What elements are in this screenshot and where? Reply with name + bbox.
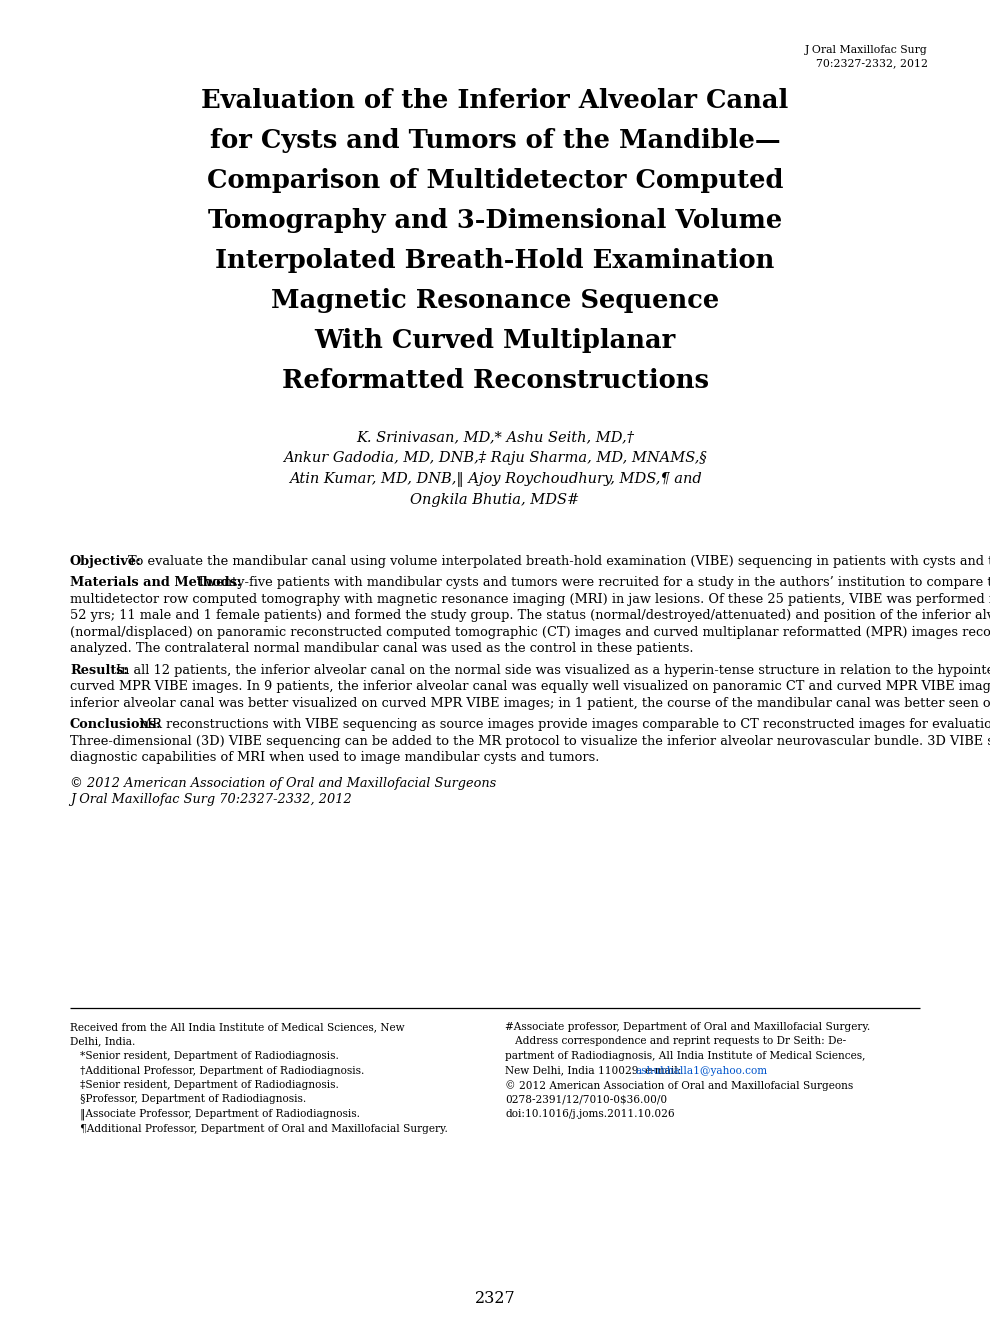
Text: Objective:: Objective: — [70, 554, 142, 568]
Text: #Associate professor, Department of Oral and Maxillofacial Surgery.: #Associate professor, Department of Oral… — [505, 1022, 870, 1032]
Text: J Oral Maxillofac Surg: J Oral Maxillofac Surg — [805, 45, 928, 55]
Text: Magnetic Resonance Sequence: Magnetic Resonance Sequence — [271, 288, 719, 313]
Text: 0278-2391/12/7010-0$36.00/0: 0278-2391/12/7010-0$36.00/0 — [505, 1094, 667, 1105]
Text: for Cysts and Tumors of the Mandible—: for Cysts and Tumors of the Mandible— — [210, 128, 780, 153]
Text: Ankur Gadodia, MD, DNB,‡ Raju Sharma, MD, MNAMS,§: Ankur Gadodia, MD, DNB,‡ Raju Sharma, MD… — [283, 451, 707, 465]
Text: Ongkila Bhutia, MDS#: Ongkila Bhutia, MDS# — [411, 492, 579, 507]
Text: Delhi, India.: Delhi, India. — [70, 1036, 136, 1047]
Text: To evaluate the mandibular canal using volume interpolated breath-hold examinati: To evaluate the mandibular canal using v… — [128, 554, 990, 568]
Text: K. Srinivasan, MD,* Ashu Seith, MD,†: K. Srinivasan, MD,* Ashu Seith, MD,† — [356, 430, 634, 444]
Text: inferior alveolar canal was better visualized on curved MPR VIBE images; in 1 pa: inferior alveolar canal was better visua… — [70, 697, 990, 710]
Text: © 2012 American Association of Oral and Maxillofacial Surgeons: © 2012 American Association of Oral and … — [505, 1080, 853, 1090]
Text: Reformatted Reconstructions: Reformatted Reconstructions — [281, 368, 709, 393]
Text: (normal/displaced) on panoramic reconstructed computed tomographic (CT) images a: (normal/displaced) on panoramic reconstr… — [70, 626, 990, 639]
Text: Comparison of Multidetector Computed: Comparison of Multidetector Computed — [207, 168, 783, 193]
Text: ‖Associate Professor, Department of Radiodiagnosis.: ‖Associate Professor, Department of Radi… — [70, 1109, 360, 1121]
Text: Tomography and 3-Dimensional Volume: Tomography and 3-Dimensional Volume — [208, 209, 782, 234]
Text: J Oral Maxillofac Surg 70:2327-2332, 2012: J Oral Maxillofac Surg 70:2327-2332, 201… — [70, 793, 351, 807]
Text: curved MPR VIBE images. In 9 patients, the inferior alveolar canal was equally w: curved MPR VIBE images. In 9 patients, t… — [70, 680, 990, 693]
Text: ashubhalla1@yahoo.com: ashubhalla1@yahoo.com — [636, 1065, 767, 1076]
Text: © 2012 American Association of Oral and Maxillofacial Surgeons: © 2012 American Association of Oral and … — [70, 776, 496, 789]
Text: 2327: 2327 — [474, 1290, 516, 1307]
Text: multidetector row computed tomography with magnetic resonance imaging (MRI) in j: multidetector row computed tomography wi… — [70, 593, 990, 606]
Text: Results:: Results: — [70, 664, 128, 677]
Text: Materials and Methods:: Materials and Methods: — [70, 577, 242, 590]
Text: diagnostic capabilities of MRI when used to image mandibular cysts and tumors.: diagnostic capabilities of MRI when used… — [70, 751, 599, 764]
Text: Conclusions:: Conclusions: — [70, 718, 161, 731]
Text: †Additional Professor, Department of Radiodiagnosis.: †Additional Professor, Department of Rad… — [70, 1065, 364, 1076]
Text: partment of Radiodiagnosis, All India Institute of Medical Sciences,: partment of Radiodiagnosis, All India In… — [505, 1051, 865, 1061]
Text: ‡Senior resident, Department of Radiodiagnosis.: ‡Senior resident, Department of Radiodia… — [70, 1080, 339, 1090]
Text: In all 12 patients, the inferior alveolar canal on the normal side was visualize: In all 12 patients, the inferior alveola… — [116, 664, 990, 677]
Text: Received from the All India Institute of Medical Sciences, New: Received from the All India Institute of… — [70, 1022, 405, 1032]
Text: doi:10.1016/j.joms.2011.10.026: doi:10.1016/j.joms.2011.10.026 — [505, 1109, 674, 1119]
Text: Interpolated Breath-Hold Examination: Interpolated Breath-Hold Examination — [215, 248, 775, 273]
Text: ¶Additional Professor, Department of Oral and Maxillofacial Surgery.: ¶Additional Professor, Department of Ora… — [70, 1123, 447, 1134]
Text: Twenty-five patients with mandibular cysts and tumors were recruited for a study: Twenty-five patients with mandibular cys… — [197, 577, 990, 590]
Text: 70:2327-2332, 2012: 70:2327-2332, 2012 — [816, 58, 928, 69]
Text: §Professor, Department of Radiodiagnosis.: §Professor, Department of Radiodiagnosis… — [70, 1094, 306, 1105]
Text: 52 yrs; 11 male and 1 female patients) and formed the study group. The status (n: 52 yrs; 11 male and 1 female patients) a… — [70, 610, 990, 623]
Text: Evaluation of the Inferior Alveolar Canal: Evaluation of the Inferior Alveolar Cana… — [201, 88, 789, 114]
Text: New Delhi, India 110029. e-mail:: New Delhi, India 110029. e-mail: — [505, 1065, 685, 1076]
Text: MR reconstructions with VIBE sequencing as source images provide images comparab: MR reconstructions with VIBE sequencing … — [140, 718, 990, 731]
Text: With Curved Multiplanar: With Curved Multiplanar — [315, 327, 675, 352]
Text: *Senior resident, Department of Radiodiagnosis.: *Senior resident, Department of Radiodia… — [70, 1051, 339, 1061]
Text: Three-dimensional (3D) VIBE sequencing can be added to the MR protocol to visual: Three-dimensional (3D) VIBE sequencing c… — [70, 735, 990, 748]
Text: Address correspondence and reprint requests to Dr Seith: De-: Address correspondence and reprint reque… — [505, 1036, 846, 1047]
Text: Atin Kumar, MD, DNB,‖ Ajoy Roychoudhury, MDS,¶ and: Atin Kumar, MD, DNB,‖ Ajoy Roychoudhury,… — [289, 473, 701, 487]
Text: analyzed. The contralateral normal mandibular canal was used as the control in t: analyzed. The contralateral normal mandi… — [70, 643, 694, 656]
